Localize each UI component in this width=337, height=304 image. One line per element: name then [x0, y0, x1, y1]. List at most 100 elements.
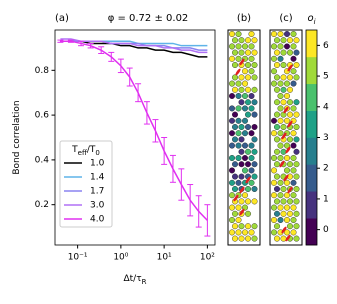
particle: [284, 204, 291, 211]
particle: [293, 74, 300, 81]
particle: [293, 49, 300, 56]
particle: [244, 49, 251, 56]
active-particle: [279, 160, 285, 168]
particle: [271, 192, 278, 199]
active-particle: [245, 176, 251, 184]
particle: [241, 229, 248, 236]
particle: [280, 198, 287, 205]
particle: [228, 179, 235, 186]
particle: [277, 92, 284, 99]
particle: [244, 111, 251, 118]
colorbar-segment: [306, 110, 317, 138]
particle: [251, 161, 258, 168]
particle: [251, 99, 258, 106]
active-particle: [283, 106, 289, 114]
particle: [274, 223, 281, 230]
particle: [287, 161, 294, 168]
particle: [274, 185, 281, 192]
active-particle: [281, 226, 287, 234]
particle: [228, 43, 235, 50]
particle: [271, 229, 278, 236]
particle: [248, 92, 255, 99]
colorbar-segment: [306, 56, 317, 85]
particle: [241, 167, 248, 174]
particle: [235, 229, 242, 236]
particle: [290, 167, 297, 174]
particle: [287, 37, 294, 44]
particle: [244, 235, 251, 242]
error-bar: [161, 137, 168, 165]
particle: [287, 99, 294, 106]
particle: [290, 229, 297, 236]
active-particle: [285, 234, 291, 242]
particle: [280, 86, 287, 93]
particle: [284, 167, 291, 174]
particle: [248, 31, 255, 38]
particle: [274, 173, 281, 180]
particle: [290, 130, 297, 137]
particle: [238, 148, 245, 155]
particle: [277, 154, 284, 161]
particle: [274, 198, 281, 205]
particle: [235, 43, 242, 50]
y-tick-label: 0.2: [35, 200, 49, 210]
particle: [235, 154, 242, 161]
particle: [238, 223, 245, 230]
particle: [251, 173, 258, 180]
particle: [293, 173, 300, 180]
active-particle: [287, 186, 293, 194]
particle: [280, 148, 287, 155]
particle: [228, 192, 235, 199]
particle: [244, 198, 251, 205]
colorbar-tick-label: 3: [323, 133, 329, 143]
particle: [238, 49, 245, 56]
particle: [280, 111, 287, 118]
particle: [271, 68, 278, 75]
particle: [284, 92, 291, 99]
error-bar: [98, 46, 105, 55]
x-tick-label: 10²: [200, 253, 215, 263]
active-particle: [287, 120, 293, 128]
particle: [277, 43, 284, 50]
y-tick-label: 0.6: [35, 111, 50, 121]
particle: [251, 235, 258, 242]
particle: [284, 179, 291, 186]
particle: [238, 161, 245, 168]
particle: [235, 204, 242, 211]
particle: [293, 111, 300, 118]
snapshot-frame: [227, 29, 261, 246]
particle: [228, 80, 235, 87]
particle: [271, 179, 278, 186]
particle: [290, 105, 297, 112]
panel-label: (b): [237, 13, 251, 24]
particle: [271, 154, 278, 161]
particle: [280, 62, 287, 69]
colorbar-segment: [306, 83, 317, 111]
particle: [277, 192, 284, 199]
chart-title: φ = 0.72 ± 0.02: [108, 13, 189, 24]
series-line: [60, 38, 208, 54]
particle: [248, 68, 255, 75]
error-bar: [143, 101, 150, 125]
particle: [238, 136, 245, 143]
particle: [231, 223, 238, 230]
particle: [293, 136, 300, 143]
particle: [231, 86, 238, 93]
particle: [228, 31, 235, 38]
particle: [287, 49, 294, 56]
colorbar-tick-label: 1: [323, 194, 329, 204]
particle: [241, 117, 248, 124]
error-bar: [152, 119, 159, 143]
particle: [248, 130, 255, 137]
particle: [280, 210, 287, 217]
particle: [235, 179, 242, 186]
particle: [244, 210, 251, 217]
x-axis-label: Δt/τR: [123, 274, 146, 287]
particle: [228, 167, 235, 174]
particle: [231, 173, 238, 180]
colorbar-segment: [306, 164, 317, 192]
particle: [271, 55, 278, 62]
error-bar: [178, 168, 185, 201]
legend-title: Teff/T0: [71, 145, 100, 158]
particle: [280, 185, 287, 192]
